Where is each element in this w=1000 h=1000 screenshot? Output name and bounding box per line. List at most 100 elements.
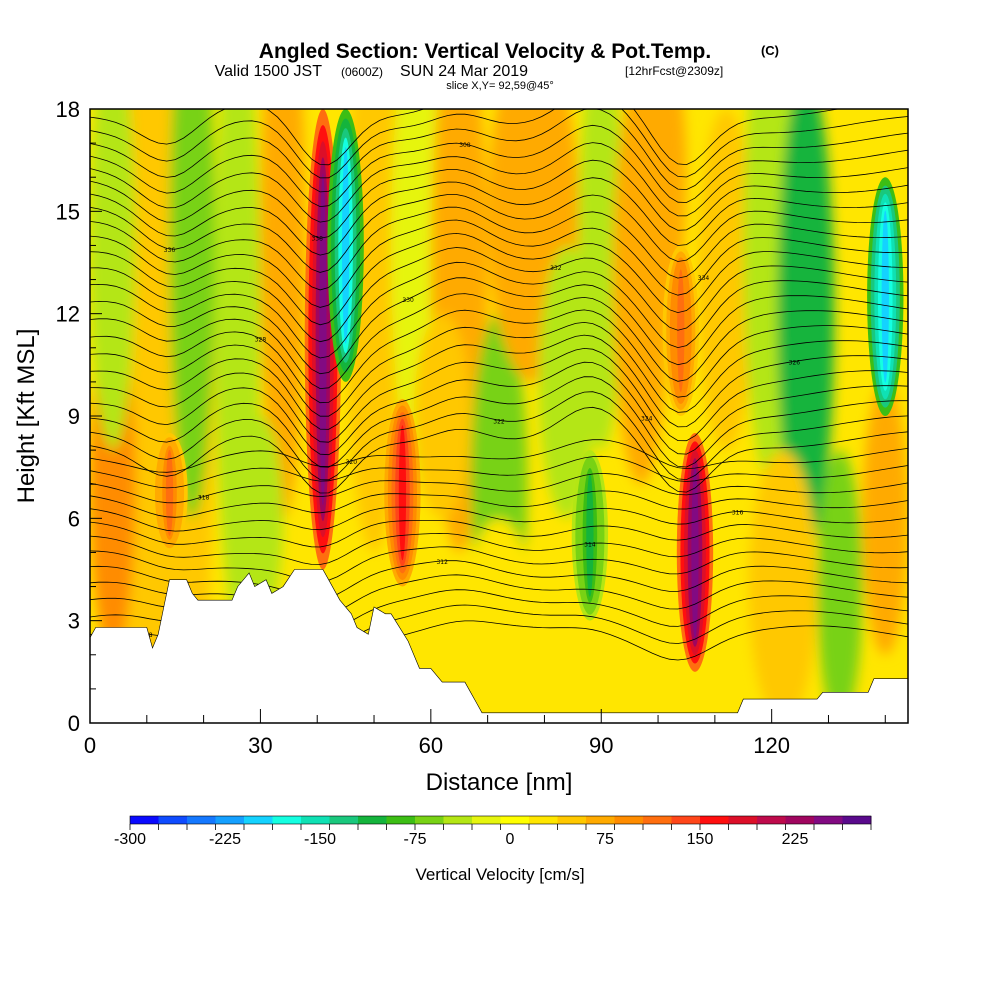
downdraft-core — [341, 147, 350, 344]
y-tick-label: 12 — [56, 302, 80, 327]
colorbar-label: Vertical Velocity [cm/s] — [415, 865, 584, 884]
theta-contour-label: 312 — [436, 559, 448, 566]
field-patch — [237, 415, 284, 621]
colorbar-swatch — [472, 816, 501, 824]
colorbar-swatch — [728, 816, 758, 824]
chart-title: Angled Section: Vertical Velocity & Pot.… — [259, 40, 711, 63]
theta-contour — [90, 455, 908, 489]
theta-contour-label: 310 — [607, 99, 619, 106]
y-tick-label: 15 — [56, 199, 80, 224]
colorbar-swatch — [643, 816, 672, 824]
theta-contour — [90, 277, 908, 375]
theta-contour — [90, 159, 908, 239]
field-patch — [817, 450, 863, 723]
theta-contour — [90, 506, 908, 532]
y-axis-label: Height [Kft MSL] — [13, 329, 40, 504]
colorbar-tick-label: -150 — [304, 831, 336, 848]
colorbar-swatch — [358, 816, 387, 824]
y-tick-label: 0 — [68, 711, 80, 736]
colorbar-swatch — [329, 816, 359, 824]
y-tick-label: 18 — [56, 97, 80, 122]
theta-contour — [90, 361, 908, 456]
theta-contour — [90, 232, 908, 326]
colorbar-swatch — [130, 816, 159, 824]
velocity-field — [90, 109, 908, 723]
colorbar-tick-label: 150 — [687, 831, 714, 848]
field-patch — [777, 109, 835, 553]
copyright-mark: (C) — [761, 43, 779, 58]
colorbar: Vertical Velocity [cm/s] -300 -225 -150 -75… — [114, 815, 872, 884]
slice-info: slice X,Y= 92,59@45° — [446, 80, 554, 92]
theta-contour-label: 326 — [789, 359, 801, 366]
theta-contour — [90, 574, 908, 617]
updraft-core — [398, 425, 407, 561]
theta-contour — [90, 560, 908, 600]
y-axis: 0 3 6 9 12 15 18 — [56, 97, 102, 736]
field-patch — [748, 450, 818, 723]
updraft-core — [165, 449, 174, 536]
theta-contour-label: 322 — [493, 418, 505, 425]
terrain-profile — [90, 569, 908, 723]
downdraft-core — [881, 210, 889, 383]
colorbar-tick-label: 75 — [596, 831, 614, 848]
colorbar-swatch — [244, 816, 273, 824]
colorbar-swatch — [272, 816, 302, 824]
x-tick-label: 60 — [419, 733, 443, 758]
colorbar-swatch — [500, 816, 530, 824]
theta-contour — [90, 124, 908, 208]
field-patch — [260, 109, 306, 519]
colorbar-swatch — [529, 816, 558, 824]
colorbar-swatch — [158, 816, 188, 824]
updraft-core — [691, 466, 699, 639]
x-tick-label: 120 — [753, 733, 790, 758]
theta-contour-label: 330 — [402, 297, 414, 304]
y-tick-label: 6 — [68, 506, 80, 531]
colorbar-swatch — [586, 816, 615, 824]
theta-contour — [90, 247, 908, 343]
field-patch — [578, 109, 624, 451]
theta-contour — [90, 261, 908, 359]
theta-contour — [90, 520, 908, 548]
colorbar-swatch — [757, 816, 786, 824]
colorbar-tick-label: -75 — [403, 831, 426, 848]
colorbar-swatch — [187, 816, 216, 824]
field-soft-layer — [90, 109, 908, 723]
valid-date: SUN 24 Mar 2019 — [400, 63, 528, 80]
theta-contour-label: 332 — [550, 265, 562, 272]
downdraft-core — [586, 473, 594, 597]
theta-contour — [90, 177, 908, 256]
valid-utc: (0600Z) — [341, 65, 383, 79]
forecast-info: [12hrFcst@2309z] — [625, 64, 723, 78]
field-patch — [169, 109, 215, 519]
theta-contour-label: 318 — [198, 495, 210, 502]
field-patch — [862, 381, 908, 655]
theta-contour-label: 308 — [459, 142, 471, 149]
x-axis-label: Distance [nm] — [426, 769, 573, 796]
theta-contour — [90, 472, 908, 504]
colorbar-swatch — [301, 816, 330, 824]
theta-contour — [90, 490, 908, 518]
theta-contour-label: 314 — [584, 541, 596, 548]
colorbar-tick-label: 0 — [506, 831, 515, 848]
colorbar-swatch — [814, 816, 843, 824]
theta-contour — [90, 334, 908, 430]
theta-contour — [90, 391, 908, 481]
colorbar-swatch — [671, 816, 701, 824]
colorbar-swatch — [614, 816, 644, 824]
theta-contour — [90, 347, 908, 443]
colorbar-swatch — [700, 816, 729, 824]
colorbar-swatch — [443, 816, 473, 824]
theta-contour-label: 334 — [698, 275, 710, 282]
theta-contour-label: 328 — [255, 337, 267, 344]
theta-contour-label: 336 — [164, 247, 176, 254]
terrain-mask — [90, 569, 908, 723]
theta-contour — [90, 109, 908, 193]
field-patch — [464, 518, 534, 723]
x-tick-label: 30 — [248, 733, 272, 758]
valid-prefix: Valid 1500 JST — [215, 63, 323, 80]
theta-contour — [90, 532, 908, 565]
y-tick-label: 9 — [68, 404, 80, 429]
theta-contour-label: 316 — [732, 510, 744, 517]
colorbar-swatch — [415, 816, 444, 824]
plot-area: 3083103123143163183203223243263283303323… — [13, 97, 909, 796]
